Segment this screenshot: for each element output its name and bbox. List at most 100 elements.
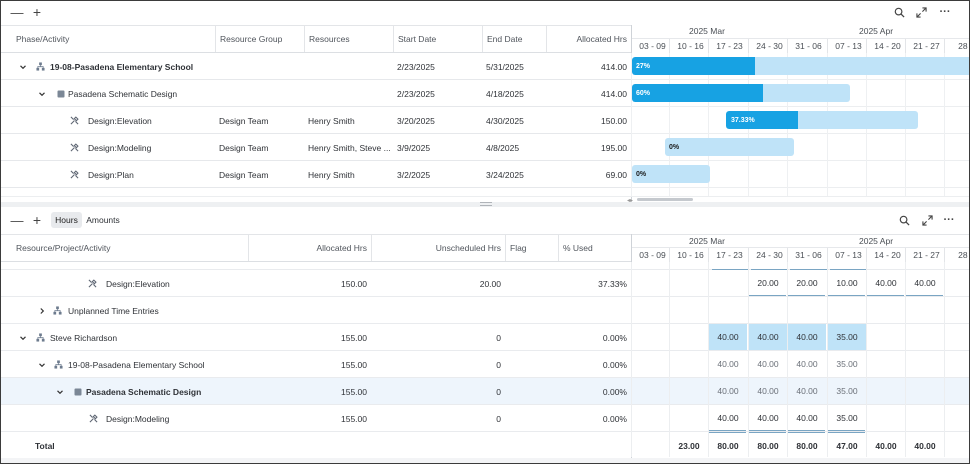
week-hours-cell[interactable]: 35.00 [836,413,858,423]
column-header-flag[interactable]: Flag [510,242,527,253]
resource-name: Design:Elevation [106,278,170,289]
month-label-apr-bottom: 2025 Apr [859,236,894,246]
week-hours-cell[interactable]: 40.00 [875,278,897,288]
total-week-cell: 80.00 [796,440,818,451]
column-header-resource-project-activity[interactable]: Resource/Project/Activity [16,242,111,253]
column-header-unscheduled-hrs[interactable]: Unscheduled Hrs [435,242,501,253]
week-hours-cell[interactable]: 40.00 [757,359,779,369]
tab-hours[interactable]: Hours [51,212,82,228]
week-hours-cell[interactable]: 20.00 [757,278,779,288]
column-header-allocated-hrs-bottom[interactable]: Allocated Hrs [316,242,367,253]
week-hours-cell[interactable]: 40.00 [788,324,826,350]
week-hours-cell[interactable]: 40.00 [796,359,818,369]
week-hours-cell[interactable]: 20.00 [796,278,818,288]
column-header-end-date[interactable]: End Date [487,33,523,44]
gantt-horizontal-scrollbar[interactable] [637,198,693,201]
week-hours-cell[interactable]: 40.00 [796,413,818,423]
week-hours-cell[interactable]: 40.00 [749,324,787,350]
week-hours-cell[interactable]: 35.00 [836,359,858,369]
collapse-all-icon[interactable]: — [10,4,24,20]
gantt-bar[interactable]: 0% [632,165,710,183]
gantt-bar[interactable]: 0% [665,138,794,156]
flag [510,297,554,324]
more-options-icon[interactable]: ··· [939,5,951,18]
bottom-week-7: 21 - 27 [913,250,940,260]
tab-amounts[interactable]: Amounts [86,215,120,225]
week-hours-cell[interactable]: 40.00 [757,386,779,396]
chevron-right-icon[interactable] [37,306,46,315]
gantt-bar[interactable]: 27% [632,57,969,75]
week-hours-cell[interactable]: 40.00 [796,386,818,396]
column-header-allocated-hrs[interactable]: Allocated Hrs [576,33,627,44]
search-icon[interactable] [891,4,907,20]
column-header-start-date[interactable]: Start Date [398,33,437,44]
column-header-resource-group[interactable]: Resource Group [220,33,283,44]
gantt-grid-line [708,53,709,196]
divider [787,248,788,262]
bottom-week-6: 14 - 20 [874,250,901,260]
allocation-underline [867,295,904,296]
week-hours-cell[interactable]: 35.00 [836,386,858,396]
week-hours-cell[interactable]: 40.00 [757,413,779,423]
unscheduled-hrs: 0 [496,413,501,424]
selected-row-highlight [1,378,969,405]
chevron-down-icon[interactable] [18,62,27,71]
expand-all-icon-bottom[interactable]: + [32,212,42,228]
week-hours-cell[interactable]: 40.00 [717,359,739,369]
allocation-underline [751,269,788,270]
flag [510,351,554,378]
fullscreen-icon[interactable] [913,4,929,20]
gantt-bar[interactable]: 37.33% [726,111,918,129]
gantt-progress-fill [632,57,755,75]
divider [787,39,788,53]
allocated-hrs: 155.00 [341,413,367,424]
divider [748,248,749,262]
divider [827,39,828,53]
phase-name: Design:Modeling [88,142,152,153]
bottom-week-0: 03 - 09 [639,250,666,260]
chevron-down-icon[interactable] [55,387,64,396]
week-hours-cell[interactable]: 10.00 [836,278,858,288]
allocation-underline [749,430,786,431]
unscheduled-hrs: 20.00 [479,278,501,289]
splitter-handle-icon[interactable] [480,202,492,206]
end-date: 4/30/2025 [486,115,524,126]
pane-splitter[interactable] [1,202,969,207]
horizontal-scrollbar-track[interactable] [1,458,969,463]
row-divider [1,79,631,80]
month-label-apr: 2025 Apr [859,26,894,36]
week-hours-cell[interactable]: 40.00 [709,324,747,350]
week-hours-cell[interactable]: 35.00 [828,324,866,350]
column-header-percent-used[interactable]: % Used [563,242,593,253]
scroll-arrows-icon[interactable]: ◂▸ [627,198,634,204]
gantt-bar[interactable]: 60% [632,84,850,102]
chevron-down-icon[interactable] [37,360,46,369]
resources: Henry Smith [308,115,355,126]
gantt-row-divider [632,160,969,161]
total-label: Total [35,440,55,451]
percent-used: 37.33% [598,278,627,289]
week-hours-cell[interactable]: 40.00 [914,278,936,288]
fullscreen-icon-bottom[interactable] [919,212,935,228]
flag [510,378,554,405]
phase-name: 19-08-Pasadena Elementary School [50,61,194,72]
resource-group: Design Team [219,142,269,153]
resource-name: Unplanned Time Entries [68,305,159,316]
week-hours-cell[interactable]: 40.00 [717,386,739,396]
expand-all-icon[interactable]: + [32,4,42,20]
gantt-grid-line [944,53,945,196]
gantt-row-divider [632,79,969,80]
more-options-icon-bottom[interactable]: ··· [943,213,955,226]
allocated-hrs: 155.00 [341,359,367,370]
chevron-down-icon[interactable] [18,333,27,342]
search-icon-bottom[interactable] [896,212,912,228]
column-header-phase-activity[interactable]: Phase/Activity [16,33,70,44]
week-hours-cell[interactable]: 40.00 [717,413,739,423]
collapse-all-icon-bottom[interactable]: — [10,212,24,228]
percent-used: 0.00% [602,386,627,397]
percent-used: 0.00% [602,359,627,370]
allocation-underline [709,432,746,433]
column-header-resources[interactable]: Resources [309,33,350,44]
gantt-progress-label: 60% [636,89,651,97]
chevron-down-icon[interactable] [37,89,46,98]
